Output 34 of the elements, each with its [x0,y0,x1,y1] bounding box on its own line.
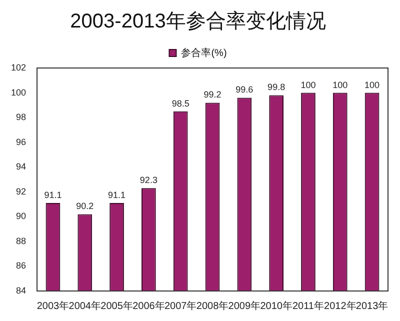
x-tick-label: 2011年 [292,300,324,312]
y-tick-label: 84 [16,285,26,296]
x-tick-label: 2004年 [68,300,102,312]
x-tick-label: 2003年 [36,300,70,312]
data-label: 99.6 [236,84,254,95]
y-tick-label: 102 [10,62,26,72]
data-label: 98.5 [172,98,190,108]
data-label: 91.1 [44,190,62,200]
y-tick-label: 100 [10,87,26,98]
x-tick-label: 2013年 [356,300,388,312]
chart-title: 2003-2013年参合率变化情况 [70,10,326,33]
data-label: 100 [300,80,316,90]
x-tick-label: 2007年 [164,300,197,312]
x-tick-label: 2010年 [260,300,292,312]
data-label: 100 [332,80,348,90]
data-label: 100 [364,80,380,90]
y-tick-label: 86 [16,260,26,271]
y-tick-label: 94 [16,162,26,172]
x-tick-label: 2006年 [132,300,165,312]
x-tick-label: 2005年 [100,300,133,312]
data-label: 99.2 [204,90,222,100]
data-label: 90.2 [76,201,94,212]
legend-label: 参合率(%) [181,46,227,59]
data-label: 92.3 [140,175,158,186]
y-tick-label: 92 [16,186,26,196]
x-tick-label: 2008年 [196,300,229,312]
y-tick-label: 90 [16,211,26,222]
y-tick-label: 98 [16,112,26,122]
x-tick-label: 2012年 [324,300,356,312]
data-label: 91.1 [108,190,126,200]
y-tick-label: 88 [16,236,26,246]
y-tick-label: 96 [16,136,26,147]
x-tick-label: 2009年 [228,300,261,312]
data-label: 99.8 [268,82,286,92]
